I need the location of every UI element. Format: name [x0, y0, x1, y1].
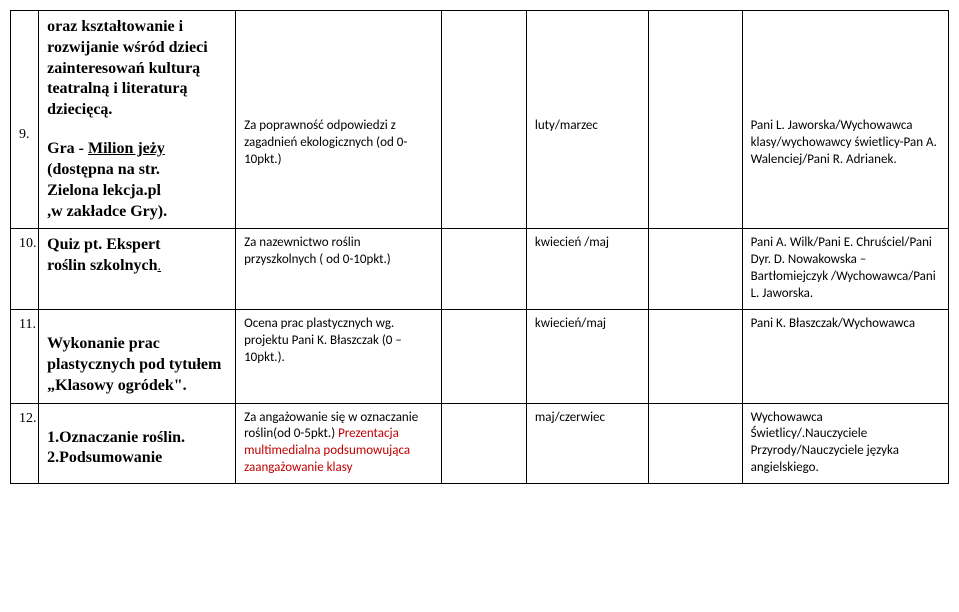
row-blank [442, 11, 526, 229]
row-date: maj/czerwiec [526, 403, 648, 484]
document-table: 9. oraz kształtowanie i rozwijanie wśród… [10, 10, 949, 484]
row-blank [648, 11, 742, 229]
table-row: 12. 1.Oznaczanie roślin. 2.Podsumowanie … [11, 403, 949, 484]
row-blank [648, 229, 742, 310]
row-blank [442, 403, 526, 484]
row-blank [648, 309, 742, 403]
row-date: luty/marzec [526, 11, 648, 229]
title-dot: . [158, 259, 162, 274]
row-number: 9. [11, 11, 39, 229]
title-main: Gra - Milion jeży [47, 139, 227, 160]
row-responsible: Pani A. Wilk/Pani E. Chruściel/Pani Dyr.… [742, 229, 948, 310]
row-criteria: Za poprawność odpowiedzi z zagadnień eko… [236, 11, 442, 229]
row-number: 12. [11, 403, 39, 484]
row-title: Quiz pt. Ekspert roślin szkolnych. [39, 229, 236, 310]
row-title: Wykonanie prac plastycznych pod tytułem … [39, 309, 236, 403]
table-row: 11. Wykonanie prac plastycznych pod tytu… [11, 309, 949, 403]
row-responsible: Pani K. Błaszczak/Wychowawca [742, 309, 948, 403]
title-line: ,w zakładce Gry). [47, 202, 227, 223]
row-title: oraz kształtowanie i rozwijanie wśród dz… [39, 11, 236, 229]
table-row: 9. oraz kształtowanie i rozwijanie wśród… [11, 11, 949, 229]
row-responsible: Pani L. Jaworska/Wychowawca klasy/wychow… [742, 11, 948, 229]
row-number: 10. [11, 229, 39, 310]
row-criteria: Za angażowanie się w oznaczanie roślin(o… [236, 403, 442, 484]
row-blank [442, 309, 526, 403]
row-responsible: Wychowawca Świetlicy/.Nauczyciele Przyro… [742, 403, 948, 484]
row-criteria: Ocena prac plastycznych wg. projektu Pan… [236, 309, 442, 403]
title-link: Milion jeży [88, 140, 165, 157]
table-row: 10. Quiz pt. Ekspert roślin szkolnych. Z… [11, 229, 949, 310]
row-blank [648, 403, 742, 484]
title-line: (dostępna na str. [47, 160, 227, 181]
row-date: kwiecień/maj [526, 309, 648, 403]
title-line: Zielona lekcja.pl [47, 181, 227, 202]
row-date: kwiecień /maj [526, 229, 648, 310]
title-top: oraz kształtowanie i rozwijanie wśród dz… [47, 17, 227, 121]
row-title: 1.Oznaczanie roślin. 2.Podsumowanie [39, 403, 236, 484]
row-blank [442, 229, 526, 310]
row-number: 11. [11, 309, 39, 403]
row-criteria: Za nazewnictwo roślin przyszkolnych ( od… [236, 229, 442, 310]
